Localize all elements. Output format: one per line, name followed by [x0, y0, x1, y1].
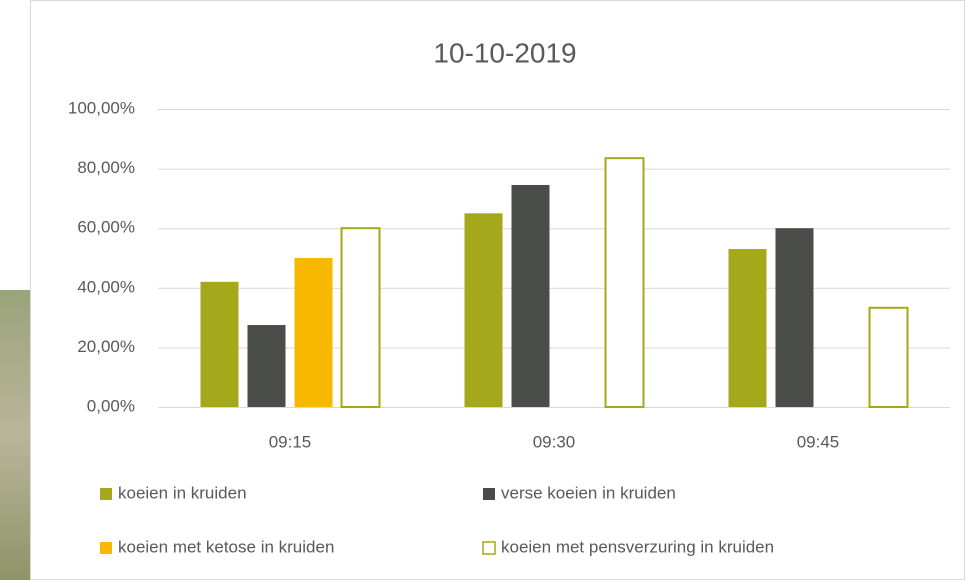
y-tick-label: 100,00% — [68, 98, 135, 117]
bar — [868, 306, 909, 408]
legend-label: koeien in kruiden — [118, 483, 247, 502]
bar — [728, 249, 767, 407]
y-tick-label: 80,00% — [77, 158, 135, 177]
y-tick-label: 20,00% — [77, 337, 135, 356]
y-tick-label: 60,00% — [77, 218, 135, 237]
bar — [340, 227, 381, 408]
bar — [604, 157, 645, 408]
y-tick-label: 40,00% — [77, 277, 135, 296]
y-tick-label: 0,00% — [87, 396, 135, 415]
chart-title: 10-10-2019 — [433, 37, 576, 68]
legend-marker — [482, 541, 496, 555]
x-tick-label: 09:15 — [269, 432, 312, 451]
x-tick-label: 09:30 — [533, 432, 576, 451]
x-tick-label: 09:45 — [797, 432, 840, 451]
legend-label: koeien met ketose in kruiden — [118, 537, 334, 556]
bar — [294, 258, 333, 407]
background-photo — [0, 290, 32, 580]
bar — [511, 184, 550, 407]
bar — [775, 228, 814, 407]
bar — [247, 325, 286, 407]
legend-marker — [100, 542, 112, 554]
bar — [464, 213, 503, 407]
bar — [200, 281, 239, 407]
legend-label: koeien met pensverzuring in kruiden — [501, 537, 774, 556]
legend-marker — [100, 488, 112, 500]
legend-label: verse koeien in kruiden — [501, 483, 676, 502]
legend-marker — [483, 488, 495, 500]
